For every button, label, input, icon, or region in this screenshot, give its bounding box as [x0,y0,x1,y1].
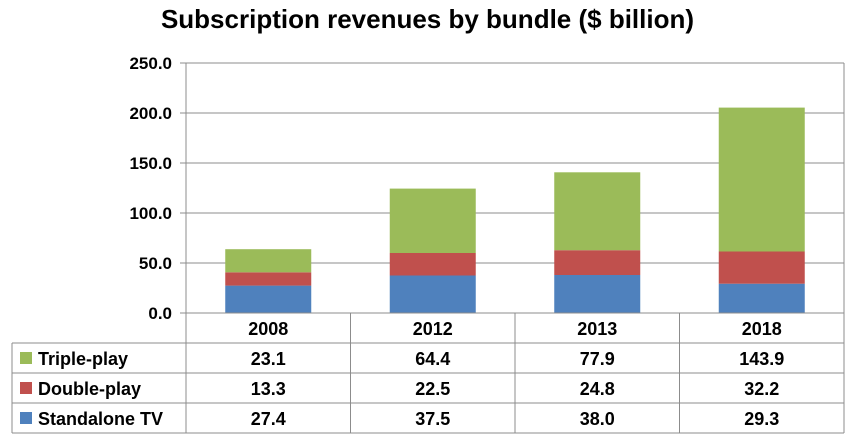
data-label: 29.3 [744,409,779,429]
y-tick-label: 0.0 [148,304,172,323]
bar-segment-triple-play [718,107,805,252]
y-axis: 0.0 50.0 100.0 150.0 200.0 250.0 [129,54,845,323]
legend-label: Triple-play [38,349,128,369]
x-category-label: 2018 [742,319,782,339]
bar-segment-double-play [389,253,476,276]
data-label: 64.4 [415,349,450,369]
legend-swatch [20,382,32,394]
bar-segment-standalone-tv [225,285,312,313]
bar-segment-triple-play [225,249,312,273]
y-tick-label: 50.0 [139,254,172,273]
data-label: 22.5 [415,379,450,399]
data-label: 23.1 [251,349,286,369]
data-label: 143.9 [739,349,784,369]
legend-label: Standalone TV [38,409,163,429]
data-label: 32.2 [744,379,779,399]
y-tick-label: 100.0 [129,204,172,223]
data-label: 37.5 [415,409,450,429]
bar-segment-triple-play [389,188,476,253]
y-tick-label: 250.0 [129,54,172,73]
data-label: 27.4 [251,409,286,429]
bar-segment-double-play [718,251,805,284]
y-tick-label: 200.0 [129,104,172,123]
legend-label: Double-play [38,379,141,399]
chart-title: Subscription revenues by bundle ($ billi… [160,4,695,34]
data-label: 38.0 [580,409,615,429]
legend-swatch [20,352,32,364]
bar-segment-standalone-tv [718,283,805,313]
legend-swatch [20,412,32,424]
data-label: 24.8 [580,379,615,399]
data-label: 77.9 [580,349,615,369]
bar-segment-double-play [225,272,312,286]
x-category-label: 2013 [577,319,617,339]
bar-segment-double-play [554,250,641,275]
bars [225,107,805,313]
y-tick-label: 150.0 [129,154,172,173]
data-table: 2008 2012 2013 2018 Triple-play 23.1 64.4 77.9 1… [11,312,845,434]
bar-segment-standalone-tv [554,275,641,313]
bar-segment-standalone-tv [389,275,476,313]
x-category-label: 2012 [413,319,453,339]
bar-segment-triple-play [554,172,641,251]
x-category-label: 2008 [248,319,288,339]
data-label: 13.3 [251,379,286,399]
